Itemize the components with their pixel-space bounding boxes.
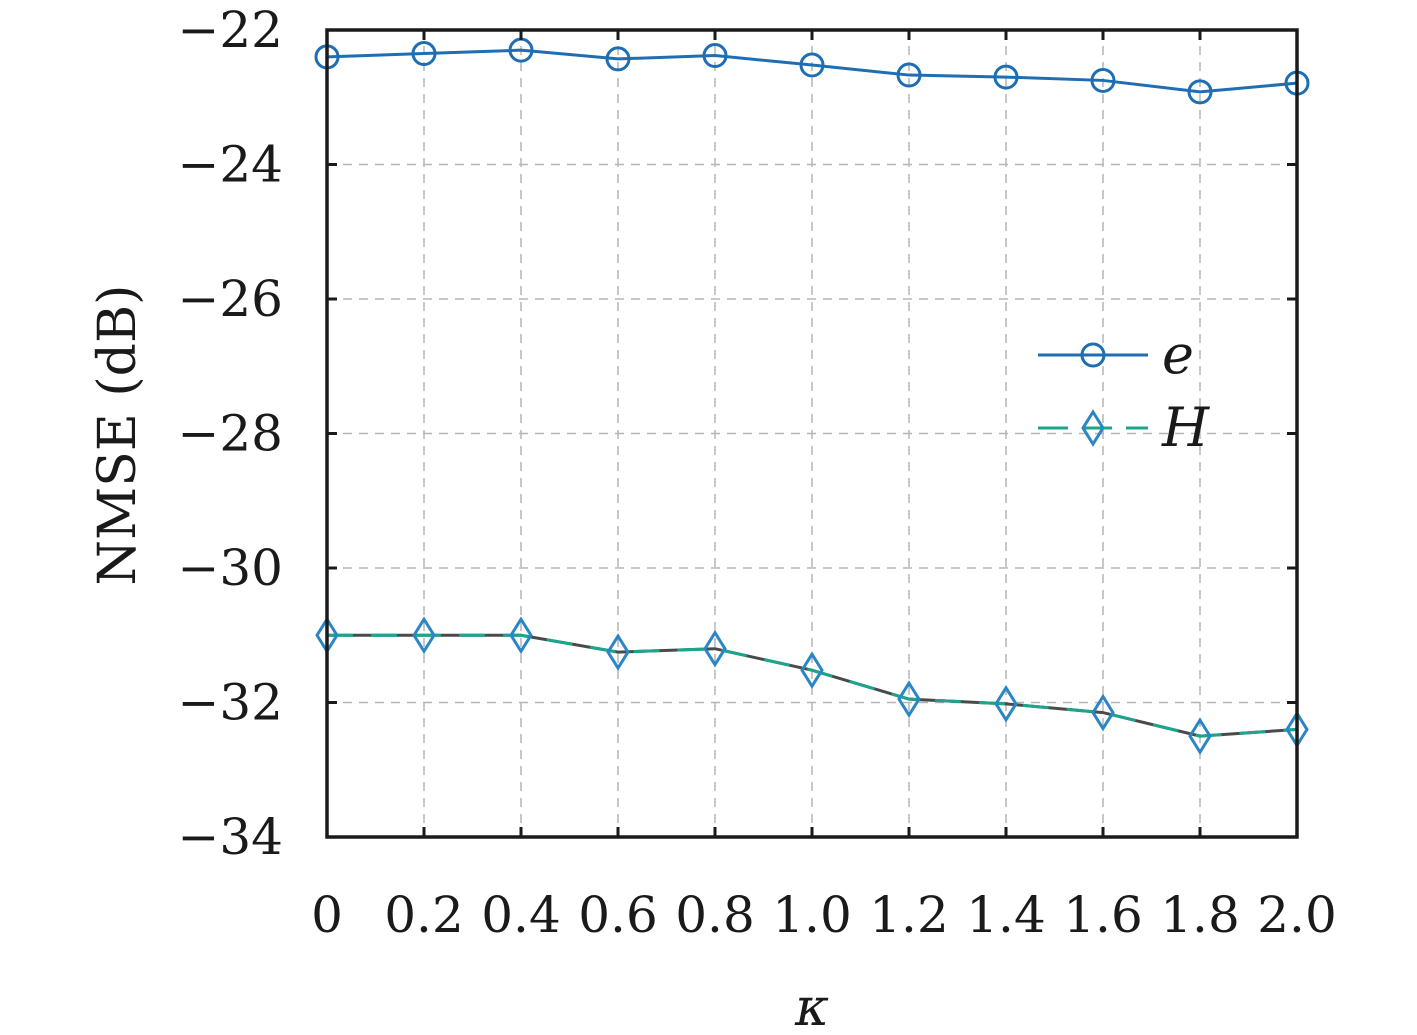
y-tick-label: −28 [177, 405, 283, 463]
x-tick-label: 1.8 [1160, 886, 1240, 944]
data-point-H [1091, 693, 1115, 732]
y-tick-label: −32 [177, 674, 283, 732]
data-point-e [799, 52, 825, 78]
y-tick-label: −22 [177, 1, 283, 59]
x-tick-label: 0.6 [578, 886, 658, 944]
legend-label: H [1161, 396, 1210, 459]
x-tick-label: 0.2 [384, 886, 464, 944]
x-tick-label: 1.6 [1063, 886, 1143, 944]
y-tick-label: −30 [177, 539, 283, 597]
x-tick-label: 1.2 [869, 886, 949, 944]
x-tick-label: 1.4 [966, 886, 1046, 944]
tick-layer [325, 28, 1299, 839]
data-point-H [994, 685, 1018, 723]
series-H [315, 616, 1309, 755]
legend-label: e [1162, 323, 1194, 386]
data-point-e [1090, 67, 1116, 93]
legend-marker [1080, 342, 1106, 368]
data-point-H [897, 680, 921, 718]
data-point-e [605, 46, 631, 72]
series-line [326, 48, 1298, 94]
data-point-H [800, 651, 824, 690]
data-point-H [412, 616, 436, 655]
y-axis-label: NMSE (dB) [88, 285, 148, 586]
data-point-H [509, 616, 533, 655]
series-layer [314, 37, 1310, 755]
data-point-e [702, 43, 728, 69]
label-layer: 0 0.2 0.4 0.6 0.8 1.0 1.2 1.4 1.6 1.8 2.0 −22 −24 −26… [177, 1, 1336, 944]
data-point-e [1187, 79, 1213, 105]
x-tick-label: 2.0 [1257, 886, 1337, 944]
data-point-e [993, 64, 1019, 90]
y-tick-label: −24 [177, 136, 283, 194]
x-tick-label: 0.4 [481, 886, 561, 944]
x-tick-label: 0 [311, 886, 343, 944]
data-point-H [703, 629, 727, 668]
series-e [314, 37, 1310, 105]
x-tick-label: 0.8 [675, 886, 755, 944]
legend-item-e: e [1038, 323, 1194, 386]
x-axis-label: κ [794, 978, 829, 1035]
y-tick-label: −34 [177, 808, 283, 866]
legend-item-H: H [1038, 396, 1210, 459]
x-tick-label: 1.0 [772, 886, 852, 944]
data-point-H [606, 633, 630, 671]
grid-layer [327, 30, 1297, 837]
data-point-e [896, 62, 922, 88]
legend-marker [1081, 409, 1105, 447]
y-tick-label: −26 [177, 270, 283, 328]
series-line [327, 633, 1298, 738]
legend: eH [1038, 323, 1210, 459]
data-point-H [1188, 717, 1212, 755]
data-point-e [411, 41, 437, 67]
